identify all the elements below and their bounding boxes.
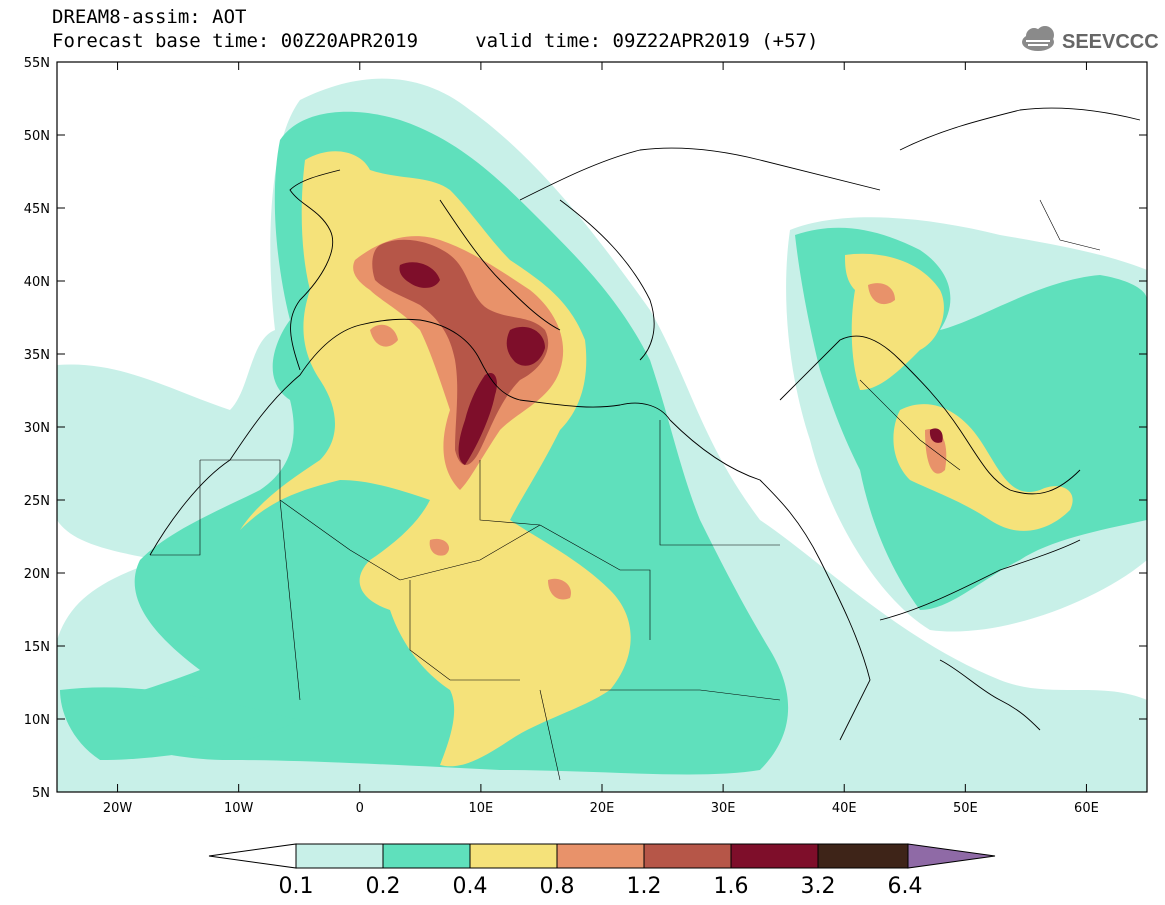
lon-tick-label: 0 bbox=[356, 801, 364, 816]
lat-tick-label: 5N bbox=[32, 786, 50, 801]
colorbar-swatch bbox=[295, 843, 384, 869]
forecast-time-info: Forecast base time: 00Z20APR2019 valid t… bbox=[52, 30, 819, 52]
lat-tick-label: 50N bbox=[24, 129, 50, 144]
lon-tick-label: 40E bbox=[832, 801, 857, 816]
lat-tick-label: 45N bbox=[24, 202, 50, 217]
lon-tick-label: 10W bbox=[224, 801, 254, 816]
colorbar-level-label: 1.6 bbox=[714, 874, 749, 899]
lat-tick-label: 55N bbox=[24, 56, 50, 71]
lon-tick-label: 20E bbox=[590, 801, 615, 816]
coastlines bbox=[149, 107, 1141, 741]
cloud-icon bbox=[1022, 26, 1054, 51]
colorbar-high-arrow bbox=[907, 843, 996, 869]
lon-tick-label: 60E bbox=[1074, 801, 1099, 816]
colorbar-swatch bbox=[469, 843, 558, 869]
colorbar-swatch bbox=[556, 843, 645, 869]
lat-tick-label: 35N bbox=[24, 348, 50, 363]
lat-tick-label: 40N bbox=[24, 275, 50, 290]
colorbar-low-arrow bbox=[208, 843, 297, 869]
lat-tick-label: 20N bbox=[24, 567, 50, 582]
lon-tick-label: 20W bbox=[103, 801, 133, 816]
colorbar-level-label: 0.1 bbox=[279, 874, 314, 899]
aot-field bbox=[57, 62, 1147, 792]
colorbar-level-label: 3.2 bbox=[801, 874, 836, 899]
lon-tick-label: 30E bbox=[711, 801, 736, 816]
colorbar-level-label: 0.4 bbox=[453, 874, 488, 899]
lon-tick-label: 10E bbox=[469, 801, 494, 816]
colorbar-level-label: 0.2 bbox=[366, 874, 401, 899]
colorbar-swatch bbox=[817, 843, 909, 869]
lat-tick-label: 15N bbox=[24, 640, 50, 655]
colorbar-swatch bbox=[382, 843, 471, 869]
logo-text: SEEVCCC bbox=[1062, 31, 1158, 53]
lon-tick-label: 50E bbox=[953, 801, 978, 816]
colorbar-level-label: 6.4 bbox=[888, 874, 923, 899]
lat-tick-label: 25N bbox=[24, 494, 50, 509]
axis-ticks: 20W 10W 0 10E 20E 30E 40E 50E 60E 55N 50N 45N 40N 35N… bbox=[24, 56, 1147, 816]
colorbar-level-label: 1.2 bbox=[627, 874, 662, 899]
map-title: DREAM8-assim: AOT bbox=[52, 6, 247, 28]
seevccc-logo: SEEVCCC bbox=[1022, 26, 1158, 53]
colorbar-level-label: 0.8 bbox=[540, 874, 575, 899]
colorbar-swatch bbox=[643, 843, 732, 869]
colorbar-swatch bbox=[730, 843, 819, 869]
colorbar: 0.1 0.2 0.4 0.8 1.2 1.6 3.2 6.4 bbox=[208, 843, 996, 899]
aot-band-1.6 bbox=[399, 262, 943, 465]
aot-band-1.2 bbox=[372, 239, 549, 465]
lat-tick-label: 10N bbox=[24, 713, 50, 728]
lat-tick-label: 30N bbox=[24, 421, 50, 436]
country-borders bbox=[150, 199, 1101, 781]
